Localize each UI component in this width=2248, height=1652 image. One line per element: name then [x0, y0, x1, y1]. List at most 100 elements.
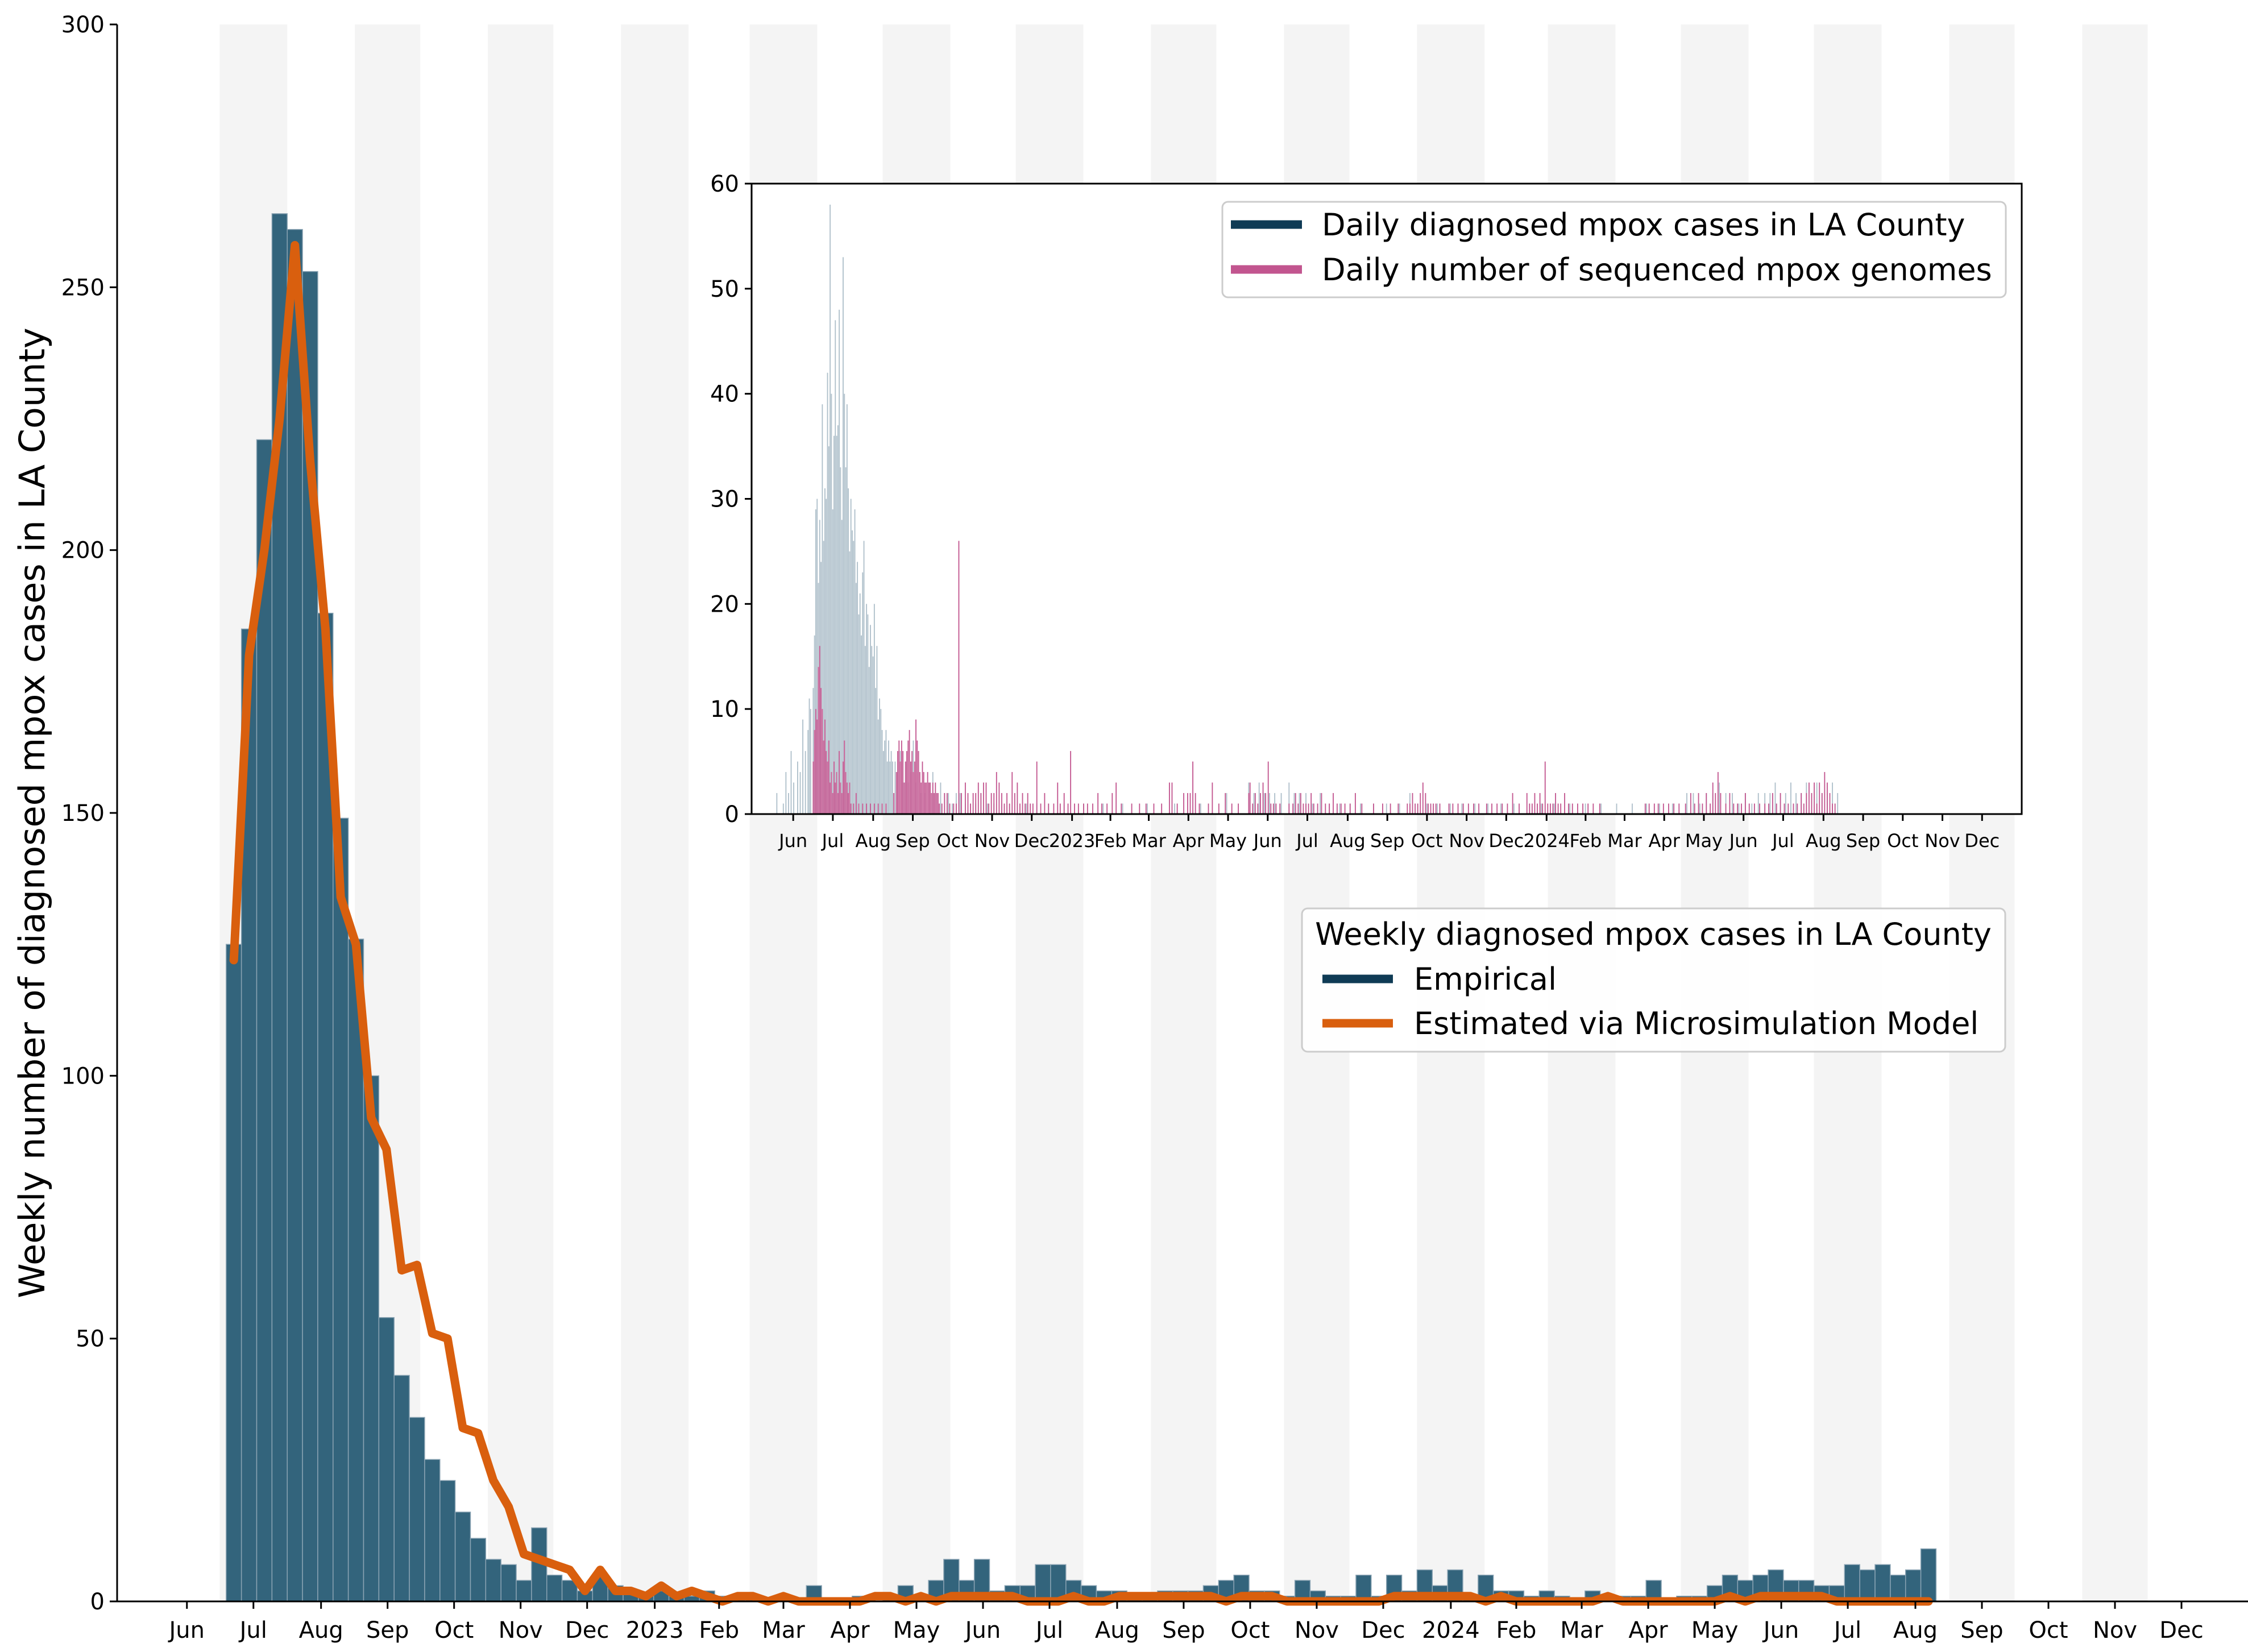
inset-genome-bar: [1014, 793, 1015, 814]
inset-genome-bar: [1507, 803, 1508, 814]
inset-genome-bar: [920, 782, 922, 814]
inset-genome-bar: [1412, 793, 1413, 814]
inset-case-bar: [891, 761, 893, 814]
inset-genome-bar: [1003, 803, 1005, 814]
inset-genome-bar: [823, 740, 824, 814]
inset-genome-bar: [1025, 803, 1026, 814]
inset-genome-bar: [927, 772, 928, 814]
inset-genome-bar: [926, 782, 927, 814]
inset-case-bar: [1837, 793, 1839, 814]
inset-case-bar: [1553, 803, 1555, 814]
inset-case-bar: [776, 793, 778, 814]
inset-case-bar: [1305, 793, 1307, 814]
inset-case-bar: [882, 751, 884, 814]
inset-genome-bar: [1433, 803, 1434, 814]
inset-genome-bar: [877, 803, 879, 814]
inset-genome-bar: [893, 793, 895, 814]
empirical-bar: [424, 1459, 441, 1602]
inset-genome-bar: [939, 803, 940, 814]
inset-genome-bar: [1032, 803, 1034, 814]
inset-case-bar: [831, 393, 832, 814]
inset-genome-bar: [1729, 793, 1731, 814]
inset-case-bar: [843, 257, 844, 815]
inset-genome-bar: [833, 761, 835, 814]
empirical-bar: [1905, 1569, 1922, 1602]
inset-genome-bar: [932, 782, 934, 814]
inset-genome-bar: [1753, 803, 1755, 814]
empirical-bar: [516, 1580, 532, 1602]
inset-genome-bar: [1097, 793, 1099, 814]
inset-case-bar: [1449, 803, 1451, 814]
inset-genome-bar: [937, 793, 939, 814]
inset-case-bar: [866, 604, 868, 814]
inset-genome-bar: [820, 688, 822, 814]
inset-case-bar: [826, 499, 827, 814]
inset-genome-bar: [1827, 782, 1828, 814]
inset-x-tick-label: Sep: [1370, 830, 1404, 852]
inset-case-bar: [877, 719, 879, 814]
inset-case-bar: [1426, 803, 1428, 814]
inset-genome-bar: [902, 751, 904, 814]
inset-genome-bar: [1267, 761, 1269, 814]
inset-case-bar: [1785, 793, 1786, 814]
inset-case-bar: [1600, 803, 1602, 814]
inset-genome-bar: [1183, 793, 1184, 814]
y-axis-label: Weekly number of diagnosed mpox cases in…: [11, 327, 53, 1298]
inset-genome-bar: [1462, 803, 1464, 814]
x-tick-label: Dec: [2159, 1617, 2203, 1643]
inset-genome-bar: [1814, 782, 1815, 814]
inset-genome-bar: [1092, 803, 1093, 814]
inset-case-bar: [1540, 803, 1542, 814]
inset-genome-bar: [843, 761, 844, 814]
inset-genome-bar: [1131, 803, 1133, 814]
inset-case-bar: [875, 688, 877, 814]
inset-case-bar: [1122, 803, 1123, 814]
inset-genome-bar: [998, 782, 1000, 814]
inset-genome-bar: [1555, 793, 1556, 814]
inset-genome-bar: [1354, 793, 1356, 814]
inset-genome-bar: [1806, 793, 1807, 814]
inset-genome-bar: [1017, 782, 1018, 814]
empirical-bar: [287, 229, 303, 1602]
inset-legend-frame: [1221, 201, 2007, 298]
inset-genome-bar: [1759, 803, 1760, 814]
inset-case-bar: [1269, 793, 1270, 814]
inset-genome-bar: [905, 761, 906, 814]
inset-genome-bar: [1428, 803, 1429, 814]
inset-x-tick-label: Aug: [1330, 830, 1365, 852]
inset-genome-bar: [826, 751, 827, 814]
inset-genome-bar: [944, 793, 945, 814]
inset-genome-bar: [1249, 782, 1251, 814]
empirical-bar: [1859, 1569, 1876, 1602]
inset-genome-bar: [1336, 803, 1338, 814]
inset-case-bar: [1659, 803, 1660, 814]
inset-legend: Daily diagnosed mpox cases in LA County D…: [1221, 201, 2007, 298]
inset-genome-bar: [949, 803, 951, 814]
inset-genome-bar: [1599, 803, 1600, 814]
inset-genome-bar: [1710, 803, 1711, 814]
inset-genome-bar: [1712, 782, 1714, 814]
inset-genome-bar: [1040, 803, 1042, 814]
inset-genome-bar: [1526, 793, 1528, 814]
inset-case-bar: [790, 751, 792, 814]
inset-genome-bar: [903, 782, 905, 814]
inset-genome-bar: [1297, 803, 1299, 814]
inset-case-bar: [890, 751, 892, 814]
x-tick-label: Nov: [2093, 1617, 2137, 1643]
inset-genome-bar: [1832, 803, 1833, 814]
y-tick-label: 50: [76, 1326, 105, 1352]
inset-x-tick-label: Jul: [1295, 830, 1318, 852]
inset-genome-bar: [819, 646, 820, 814]
inset-case-bar: [1437, 803, 1438, 814]
x-tick-label: Jun: [168, 1617, 205, 1643]
inset-case-bar: [1026, 803, 1027, 814]
inset-genome-bar: [980, 793, 982, 814]
inset-genome-bar: [931, 793, 932, 814]
inset-genome-bar: [845, 772, 847, 814]
inset-genome-bar: [1587, 803, 1589, 814]
x-tick-label: Aug: [1095, 1617, 1139, 1643]
inset-genome-bar: [1019, 803, 1021, 814]
inset-case-bar: [1513, 803, 1515, 814]
inset-case-bar: [940, 782, 941, 814]
